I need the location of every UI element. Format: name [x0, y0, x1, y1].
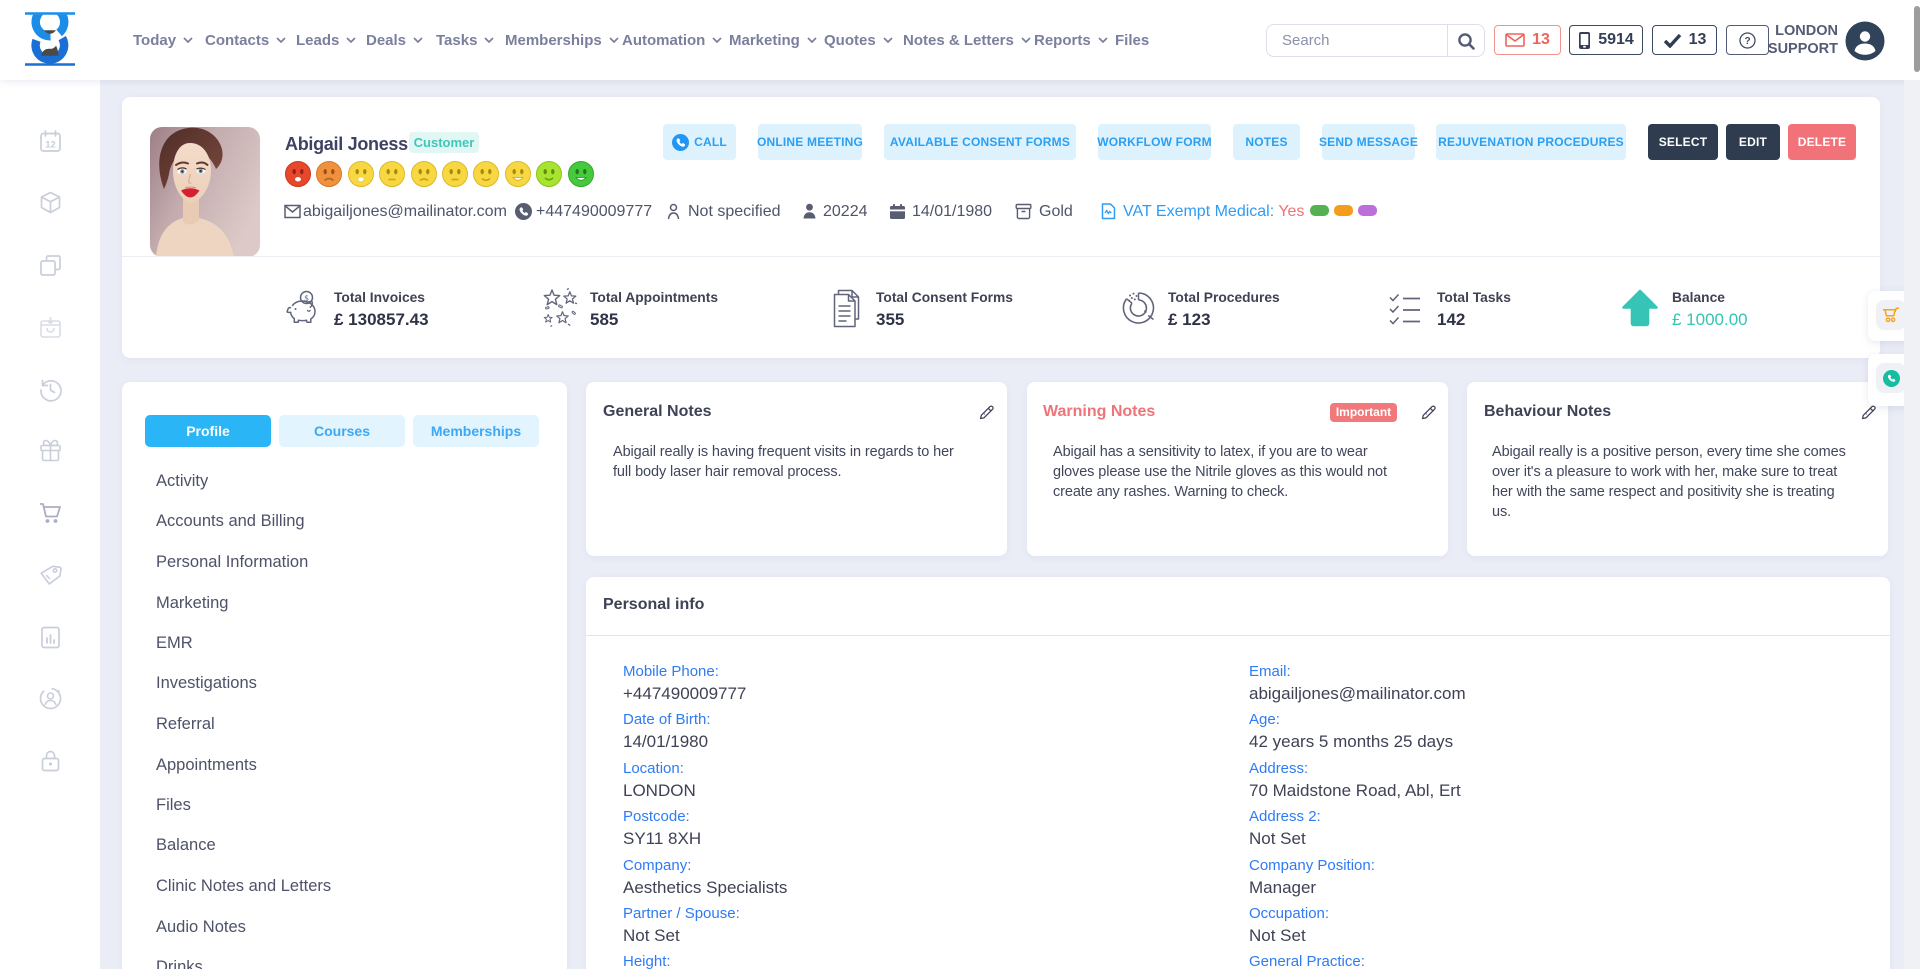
svg-text:12: 12	[45, 140, 56, 151]
svg-text:?: ?	[1744, 36, 1750, 47]
svg-text:$: $	[304, 293, 308, 303]
